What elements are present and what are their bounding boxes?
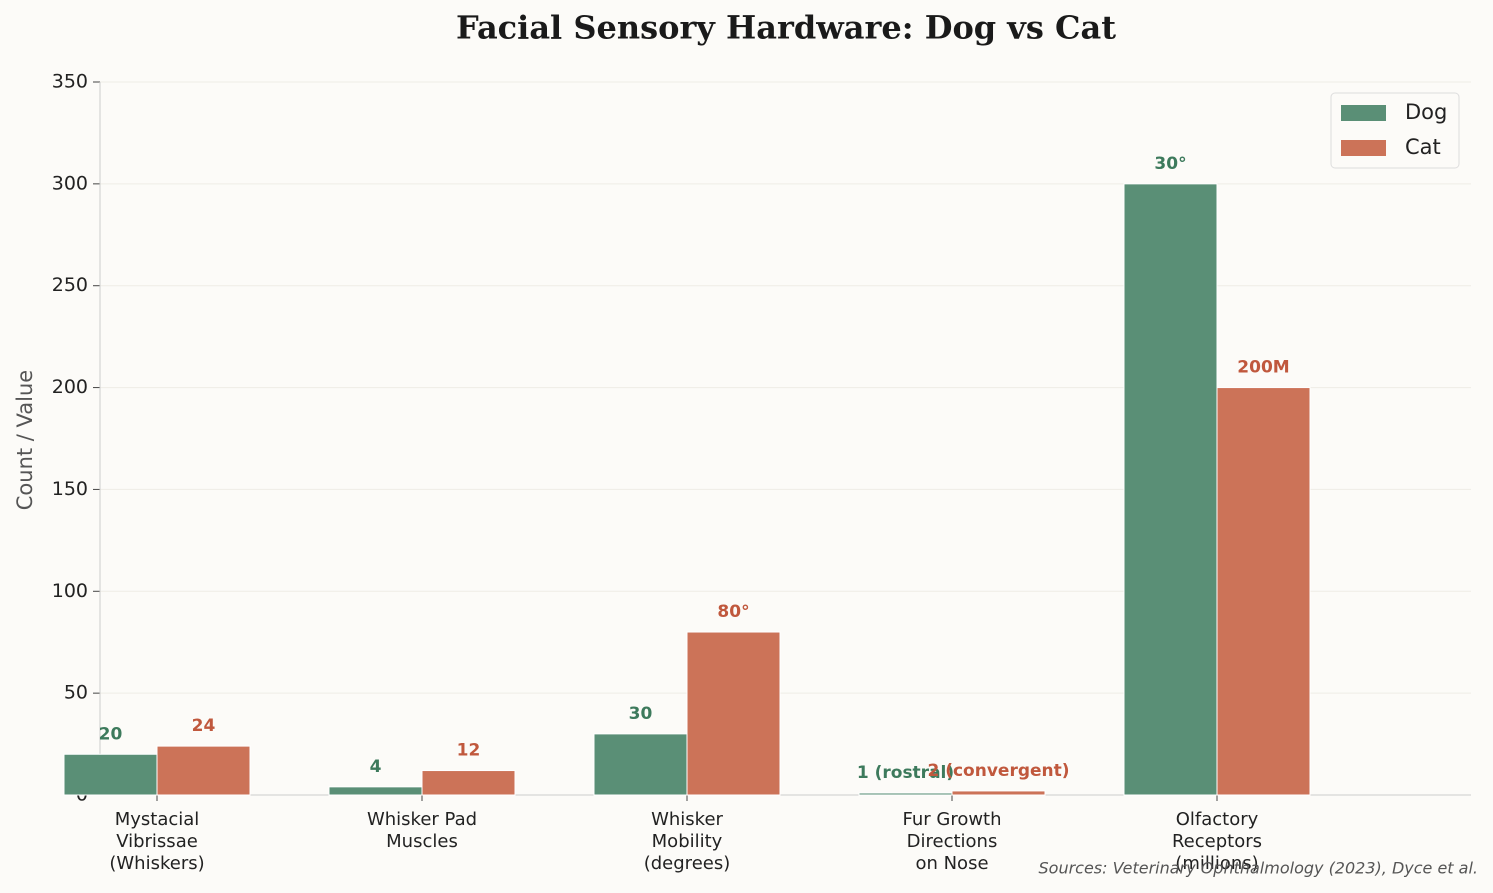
x-tick-label: Olfactory Receptors (millions)	[1172, 809, 1262, 874]
y-tick-label: 100	[52, 580, 88, 602]
bar	[593, 733, 688, 796]
value-label: 4	[370, 757, 382, 777]
y-tick-label: 250	[52, 274, 88, 296]
source-note: Sources: Veterinary Ophthalmology (2023)…	[1039, 859, 1479, 878]
bar	[63, 753, 158, 796]
value-label: 30°	[1154, 154, 1186, 174]
bar	[858, 792, 953, 796]
x-tick-label: Mystacial Vibrissae (Whiskers)	[109, 809, 204, 874]
bar	[1216, 387, 1311, 796]
value-label: 80°	[717, 602, 749, 622]
x-tick-label: Fur Growth Directions on Nose	[902, 809, 1001, 874]
bar	[421, 770, 516, 796]
value-label: 20	[99, 724, 123, 744]
value-label: 24	[192, 716, 216, 736]
legend-swatch	[1341, 105, 1386, 121]
y-tick-label: 150	[52, 478, 88, 500]
y-tick-label: 200	[52, 376, 88, 398]
bar	[328, 786, 423, 796]
value-label: 1 (rostral)	[857, 763, 954, 783]
y-tick-label: 50	[64, 682, 88, 704]
bar	[686, 631, 781, 796]
value-label: 2 (convergent)	[927, 761, 1069, 781]
y-axis-label: Count / Value	[13, 370, 37, 510]
x-tick-label: Whisker Pad Muscles	[367, 809, 477, 852]
legend-label: Cat	[1405, 135, 1441, 159]
bar	[156, 745, 251, 796]
value-label: 12	[457, 741, 481, 761]
y-tick-label: 300	[52, 172, 88, 194]
y-tick-label: 350	[52, 71, 88, 93]
legend-label: Dog	[1405, 100, 1447, 124]
chart-title: Facial Sensory Hardware: Dog vs Cat	[456, 9, 1116, 47]
bar	[1123, 183, 1218, 796]
bar	[951, 790, 1046, 796]
legend-swatch	[1341, 140, 1386, 156]
x-tick-label: Whisker Mobility (degrees)	[644, 809, 731, 874]
value-label: 200M	[1237, 358, 1289, 378]
value-label: 30	[629, 704, 653, 724]
